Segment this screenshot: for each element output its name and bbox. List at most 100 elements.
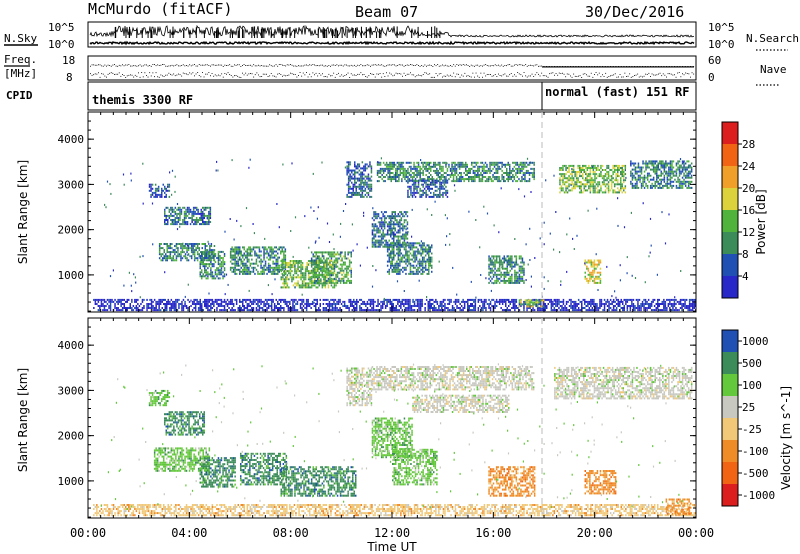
echo-cell [382, 180, 385, 183]
echo-cell [147, 305, 150, 307]
echo-cell [427, 176, 429, 178]
echo-cell [393, 161, 395, 164]
echo-cell [286, 264, 289, 266]
echo-cell [171, 219, 174, 221]
echo-cell [243, 309, 245, 312]
echo-cell [373, 211, 375, 214]
echo-cell [327, 279, 330, 282]
echo-cell [486, 303, 489, 305]
echo-cell [407, 178, 409, 181]
nave-point [213, 75, 215, 77]
echo-cell [229, 260, 232, 263]
echo-cell [535, 303, 537, 305]
echo-cell [251, 248, 253, 251]
freq-point [496, 65, 498, 67]
echo-cell [451, 165, 453, 168]
echo-cell [333, 259, 336, 262]
echo-cell [556, 303, 559, 305]
echo-cell [608, 305, 610, 307]
echo-cell [436, 167, 438, 170]
echo-cell [208, 257, 211, 259]
echo-cell [217, 255, 220, 257]
echo-cell [267, 246, 270, 249]
nave-point [346, 74, 347, 76]
echo-cell [352, 177, 354, 180]
echo-cell [347, 183, 350, 186]
echo-cell [314, 262, 316, 264]
nave-point [269, 75, 271, 77]
echo-cell [378, 169, 380, 172]
echo-cell [424, 260, 427, 263]
echo-cell [533, 309, 536, 312]
freq-point [443, 65, 445, 67]
echo-cell [301, 303, 303, 305]
echo-cell [462, 309, 464, 312]
echo-cell [405, 219, 407, 222]
freq-point [397, 65, 399, 66]
nave-point [531, 73, 533, 75]
echo-cell [376, 215, 378, 218]
echo-cell [577, 303, 580, 305]
nave-point [595, 72, 597, 73]
echo-cell [223, 298, 226, 301]
echo-cell [258, 256, 261, 259]
echo-cell [454, 163, 456, 166]
nave-point [680, 76, 682, 78]
echo-cell [294, 282, 296, 285]
echo-cell [193, 255, 196, 258]
echo-cell [202, 275, 204, 278]
echo-cell [386, 303, 388, 305]
echo-cell [390, 264, 392, 267]
echo-cell [249, 246, 252, 249]
echo-cell [361, 193, 364, 196]
echo-cell [445, 307, 448, 309]
echo-cell [292, 260, 295, 262]
echo-cell [135, 298, 138, 301]
echo-cell [314, 273, 316, 276]
echo-cell [559, 300, 562, 303]
echo-cell [195, 206, 198, 209]
echo-cell [242, 256, 244, 259]
freq-point [490, 65, 491, 67]
nave-point [288, 74, 290, 76]
echo-cell [333, 309, 335, 312]
echo-cell [448, 309, 451, 312]
echo-cell [399, 223, 401, 226]
echo-cell [206, 221, 209, 223]
echo-cell [431, 260, 433, 263]
echo-cell [314, 275, 316, 278]
echo-cell [647, 305, 650, 307]
echo-cell [158, 251, 161, 254]
echo-cell [392, 303, 394, 305]
freq-point [376, 64, 378, 66]
echo-cell [394, 233, 396, 236]
echo-cell [629, 309, 632, 312]
echo-cell [310, 307, 312, 309]
echo-cell [376, 180, 379, 183]
echo-cell [213, 265, 215, 268]
echo-cell [260, 303, 262, 305]
echo-cell [442, 176, 444, 178]
echo-cell [371, 225, 374, 228]
echo-cell [317, 264, 319, 266]
echo-cell [603, 298, 606, 301]
echo-cell [442, 305, 445, 307]
echo-cell [424, 248, 427, 251]
echo-cell [235, 248, 238, 251]
echo-cell [480, 300, 483, 303]
nave-point [638, 76, 640, 78]
echo-cell [396, 248, 398, 251]
echo-cell [354, 307, 356, 309]
echo-cell [328, 300, 331, 303]
echo-cell [301, 280, 304, 283]
freq-point [563, 66, 565, 67]
echo-cell [663, 303, 665, 305]
freq-point [611, 66, 613, 67]
echo-cell [632, 307, 635, 309]
echo-cell [408, 246, 410, 249]
echo-cell [351, 187, 353, 190]
freq-point [528, 65, 530, 66]
nave-point [366, 76, 368, 78]
nave-point [291, 73, 293, 75]
echo-cell [164, 214, 166, 217]
